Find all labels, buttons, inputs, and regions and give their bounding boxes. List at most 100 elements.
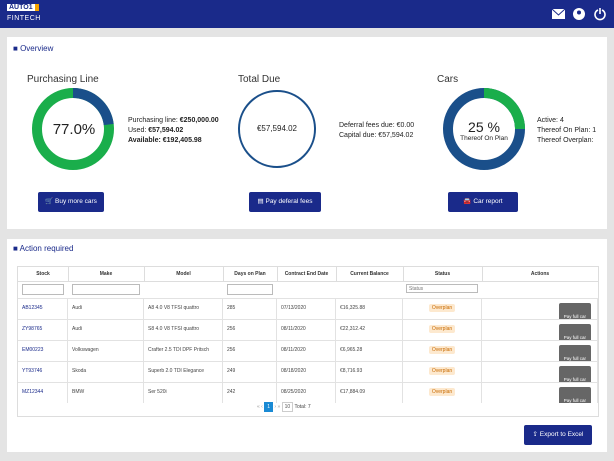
cell: Pay full car	[482, 340, 598, 361]
row-line	[18, 340, 598, 341]
table: Stock Make Model Days on Plan Contract End D…	[17, 266, 599, 417]
stock-link[interactable]: MZ12344	[18, 382, 68, 403]
cell: 256	[223, 340, 277, 361]
button[interactable]: 🛒 Buy more cars	[38, 192, 104, 212]
pay-button[interactable]: Pay full car	[558, 387, 591, 403]
status-filter[interactable]: Status	[406, 284, 478, 293]
cell: 08/25/2020	[277, 382, 336, 403]
value: €250,000.00	[179, 117, 219, 124]
status-badge: Overplan	[428, 304, 456, 312]
cell: Volkswagen	[68, 340, 144, 361]
pay-button[interactable]: Pay full car	[558, 303, 591, 319]
cell: Pay full car	[482, 382, 598, 403]
header: AUTO1 FINTECH	[0, 0, 614, 28]
label: Buy more cars	[55, 198, 97, 205]
filter-input[interactable]	[22, 284, 64, 295]
cell: Overplan	[403, 319, 482, 340]
cell: 08/11/2020	[277, 340, 336, 361]
value: €57,594.02	[148, 127, 184, 134]
label: Available:	[128, 137, 161, 144]
info: Purchasing line: €250,000.00 Used: €57,5…	[128, 116, 219, 146]
stock-link[interactable]: ZY98765	[18, 319, 68, 340]
column-header: Actions	[482, 267, 599, 282]
section-title: ■ Action required	[13, 244, 74, 253]
cell: Audi	[68, 319, 144, 340]
section-title: ■ Overview	[13, 44, 54, 53]
title: Action required	[19, 244, 74, 253]
pay-button[interactable]: Pay full car	[558, 345, 591, 361]
donut	[443, 88, 525, 170]
logo-sub: FINTECH	[7, 15, 41, 22]
column-header: Stock	[18, 267, 69, 282]
filter-input[interactable]	[72, 284, 140, 295]
status-badge: Overplan	[428, 325, 456, 333]
cell: 08/11/2020	[277, 319, 336, 340]
cell: €8,716.93	[336, 361, 403, 382]
text: Capital due: €57,594.02	[339, 132, 414, 139]
title: Overview	[20, 44, 54, 53]
column-header: Model	[144, 267, 224, 282]
header-icons[interactable]	[551, 7, 607, 21]
cell: Overplan	[403, 382, 482, 403]
cell: Superb 2.0 TDI Elegance	[144, 361, 223, 382]
cell: Pay full car	[482, 298, 598, 319]
cell: 285	[223, 298, 277, 319]
cell: 08/18/2020	[277, 361, 336, 382]
cell: 249	[223, 361, 277, 382]
cell: €6,965.28	[336, 340, 403, 361]
percent: 77.0%	[52, 121, 96, 138]
label: Export to Excel	[539, 431, 584, 438]
cell: 256	[223, 319, 277, 340]
button[interactable]: 🚘 Car report	[448, 192, 518, 212]
per-page[interactable]: 10	[281, 402, 294, 412]
cell: €16,325.88	[336, 298, 403, 319]
logo[interactable]: AUTO1	[7, 4, 39, 11]
status-badge: Overplan	[428, 388, 456, 396]
cell: Skoda	[68, 361, 144, 382]
button[interactable]: ⇪ Export to Excel	[524, 425, 592, 445]
text: Thereof On Plan: 1	[537, 127, 597, 134]
stock-link[interactable]: EM00223	[18, 340, 68, 361]
cell: S8 4.0 V8 TFSI quattro	[144, 319, 223, 340]
status-badge: Overplan	[428, 346, 456, 354]
card-title: Cars	[437, 74, 459, 85]
amount: €57,594.02	[256, 124, 298, 133]
card-title: Total Due	[238, 74, 281, 85]
cell: €22,312.42	[336, 319, 403, 340]
overview-panel: ■ Overview Purchasing Line 77.0% Purchas…	[7, 37, 607, 229]
row-line	[18, 319, 598, 320]
stock-link[interactable]: YT93746	[18, 361, 68, 382]
pagination[interactable]: « ‹ 1 › » 10 Total: 7	[257, 402, 311, 412]
column-header: Contract End Date	[277, 267, 337, 282]
cell: Ser 520i	[144, 382, 223, 403]
filter-input[interactable]	[227, 284, 273, 295]
percent: 25 %	[468, 119, 500, 135]
subtitle: Thereof On Plan	[460, 135, 508, 142]
row-line	[18, 382, 598, 383]
page[interactable]: 1	[264, 402, 274, 412]
cell: €17,884.09	[336, 382, 403, 403]
pay-button[interactable]: Pay full car	[558, 366, 591, 382]
text: Active: 4	[537, 117, 564, 124]
cell: Pay full car	[482, 361, 598, 382]
text: Thereof Overplan:	[537, 137, 594, 144]
row-line	[18, 298, 598, 299]
cell: Crafter 2.5 TDI DPF Pritsch	[144, 340, 223, 361]
total: Total: 7	[294, 404, 311, 410]
text: Deferral fees due: €0.00	[339, 122, 415, 129]
cell: Overplan	[403, 340, 482, 361]
cell: BMW	[68, 382, 144, 403]
cell: Audi	[68, 298, 144, 319]
pay-button[interactable]: Pay full car	[558, 324, 591, 340]
label: Car report	[473, 198, 503, 205]
label: Purchasing line:	[128, 117, 178, 124]
donut	[238, 90, 316, 168]
value: €192,405.98	[162, 137, 202, 144]
column-header: Status	[403, 267, 483, 282]
cell: 07/13/2020	[277, 298, 336, 319]
row-line	[18, 361, 598, 362]
stock-link[interactable]: AB12345	[18, 298, 68, 319]
button[interactable]: ▤ Pay deferal fees	[249, 192, 321, 212]
label: Used:	[128, 127, 147, 134]
